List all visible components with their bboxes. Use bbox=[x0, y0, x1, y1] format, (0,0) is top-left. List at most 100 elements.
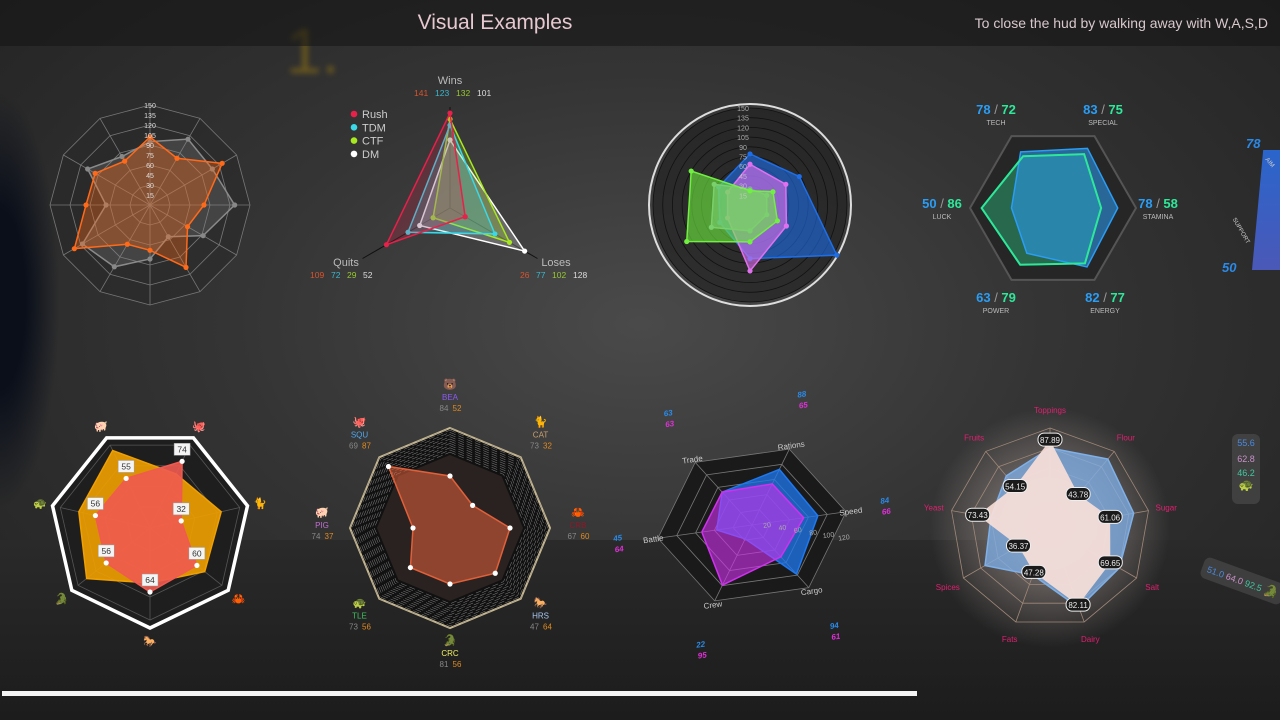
value-label: 56 bbox=[101, 546, 111, 556]
separator: / bbox=[937, 196, 948, 211]
axis-label: Fruits bbox=[964, 434, 984, 443]
crocodile-icon: 🐊 bbox=[1261, 582, 1280, 601]
stat-value-a: 63 bbox=[976, 290, 990, 305]
series-area bbox=[94, 460, 198, 593]
axis-value-b: 87 bbox=[362, 441, 371, 450]
value-label: 64 bbox=[145, 575, 155, 585]
data-point bbox=[119, 153, 125, 160]
data-point bbox=[122, 158, 128, 164]
data-point bbox=[783, 223, 790, 229]
axis-label: SQU bbox=[351, 430, 369, 439]
tick-label: 80 bbox=[809, 529, 818, 537]
axis-value-b: 52 bbox=[453, 404, 462, 413]
value-label-bg bbox=[1021, 564, 1047, 579]
series-area bbox=[701, 483, 805, 587]
axis-value-a: 73 bbox=[349, 623, 358, 632]
pattern-line bbox=[369, 447, 531, 609]
data-point bbox=[506, 239, 513, 245]
pattern-line bbox=[360, 438, 540, 618]
value-label: 61.06 bbox=[1100, 513, 1121, 522]
value-a: 94 bbox=[829, 621, 840, 631]
stat-values: 78 / 58 bbox=[1138, 196, 1178, 211]
axis-label: Trade bbox=[682, 454, 704, 466]
axis-value-a: 81 bbox=[440, 660, 449, 669]
pattern-line bbox=[362, 440, 538, 616]
data-point bbox=[174, 155, 180, 161]
value-label: 55 bbox=[121, 461, 131, 471]
value-label: 87.89 bbox=[1040, 436, 1061, 445]
data-point bbox=[747, 188, 753, 194]
pattern-line bbox=[349, 427, 551, 629]
axis-label: SPECIAL bbox=[1088, 120, 1118, 127]
axis-value-b: 56 bbox=[362, 623, 371, 632]
grid-ring bbox=[951, 427, 1149, 623]
value-label-bg bbox=[188, 547, 206, 560]
data-point bbox=[92, 170, 98, 176]
tick-label: 75 bbox=[739, 155, 747, 162]
axis-value-b: 37 bbox=[325, 532, 334, 541]
horse-icon: 🐎 bbox=[534, 597, 548, 610]
axis-label: CRB bbox=[570, 521, 587, 530]
axis-value: 101 bbox=[477, 88, 491, 98]
data-point bbox=[103, 202, 109, 208]
data-point bbox=[447, 581, 453, 587]
hud-header: Visual Examples To close the hud by walk… bbox=[0, 0, 1280, 46]
stat-value-a: 78 bbox=[1138, 196, 1152, 211]
progress-bar bbox=[2, 691, 918, 696]
stat-value-b: 58 bbox=[1163, 196, 1177, 211]
value-label-bg bbox=[1037, 432, 1063, 447]
stat-value-a: 82 bbox=[1085, 290, 1099, 305]
data-point bbox=[83, 202, 89, 208]
grid-ring bbox=[672, 127, 829, 283]
stat-value: 51.0 bbox=[1205, 564, 1226, 580]
turtle-stat-panel: 55.6 62.8 46.2 🐢 bbox=[1232, 434, 1260, 504]
tick-label: 150 bbox=[144, 103, 156, 110]
axis-value-a: 69 bbox=[349, 441, 358, 450]
axis-label: Speed bbox=[839, 506, 863, 518]
tick-label: 20 bbox=[763, 522, 772, 530]
axis-label: BEA bbox=[442, 393, 459, 402]
radar-chart-stats: 78 / 72 TECH 83 / 75 SPECIAL 78 / 58 STAMINA 8… bbox=[922, 102, 1178, 315]
turtle-icon: 🐢 bbox=[1238, 478, 1254, 492]
value-label: 73.43 bbox=[968, 511, 989, 520]
axis-label: Cargo bbox=[800, 585, 823, 597]
octopus-icon: 🐙 bbox=[192, 421, 206, 433]
axis-label: Sugar bbox=[1156, 504, 1178, 513]
axis-value: 128 bbox=[573, 270, 587, 280]
tick-label: 150 bbox=[737, 106, 749, 113]
data-point bbox=[147, 139, 153, 145]
value-label-bg bbox=[1097, 509, 1123, 524]
legend-dot bbox=[350, 110, 358, 118]
pattern-line bbox=[365, 443, 535, 613]
stat-value: 46.2 bbox=[1237, 468, 1255, 478]
axis-line bbox=[99, 204, 151, 292]
data-point bbox=[492, 231, 498, 237]
data-point bbox=[410, 525, 416, 531]
value-label-bg bbox=[117, 460, 135, 473]
grid-ring bbox=[662, 117, 838, 293]
stat-values: 82 / 77 bbox=[1085, 290, 1125, 305]
series-area bbox=[406, 123, 497, 235]
tick-label: 135 bbox=[144, 113, 156, 120]
data-point bbox=[147, 589, 153, 595]
axis-value-b: 32 bbox=[543, 441, 552, 450]
axis-value: 102 bbox=[552, 270, 566, 280]
stat-value-b: 72 bbox=[1001, 102, 1015, 117]
series-outline bbox=[980, 153, 1103, 266]
data-point bbox=[194, 562, 200, 569]
partial-bottom-value: 50 bbox=[1222, 260, 1237, 275]
data-point bbox=[179, 458, 185, 464]
crab-icon: 🦀 bbox=[571, 507, 585, 519]
data-point bbox=[383, 242, 390, 248]
bear-icon: 🐻 bbox=[443, 377, 457, 391]
stat-value: 62.8 bbox=[1237, 454, 1255, 464]
data-point bbox=[783, 181, 789, 187]
data-point bbox=[111, 264, 117, 270]
pig-icon: 🐖 bbox=[315, 507, 329, 519]
stat-value: 64.0 bbox=[1224, 571, 1245, 587]
tick-label: 120 bbox=[737, 125, 749, 132]
data-point bbox=[688, 168, 694, 174]
data-point bbox=[470, 502, 476, 508]
axis-label: Dairy bbox=[1081, 635, 1100, 644]
tick-label: 15 bbox=[146, 193, 154, 200]
